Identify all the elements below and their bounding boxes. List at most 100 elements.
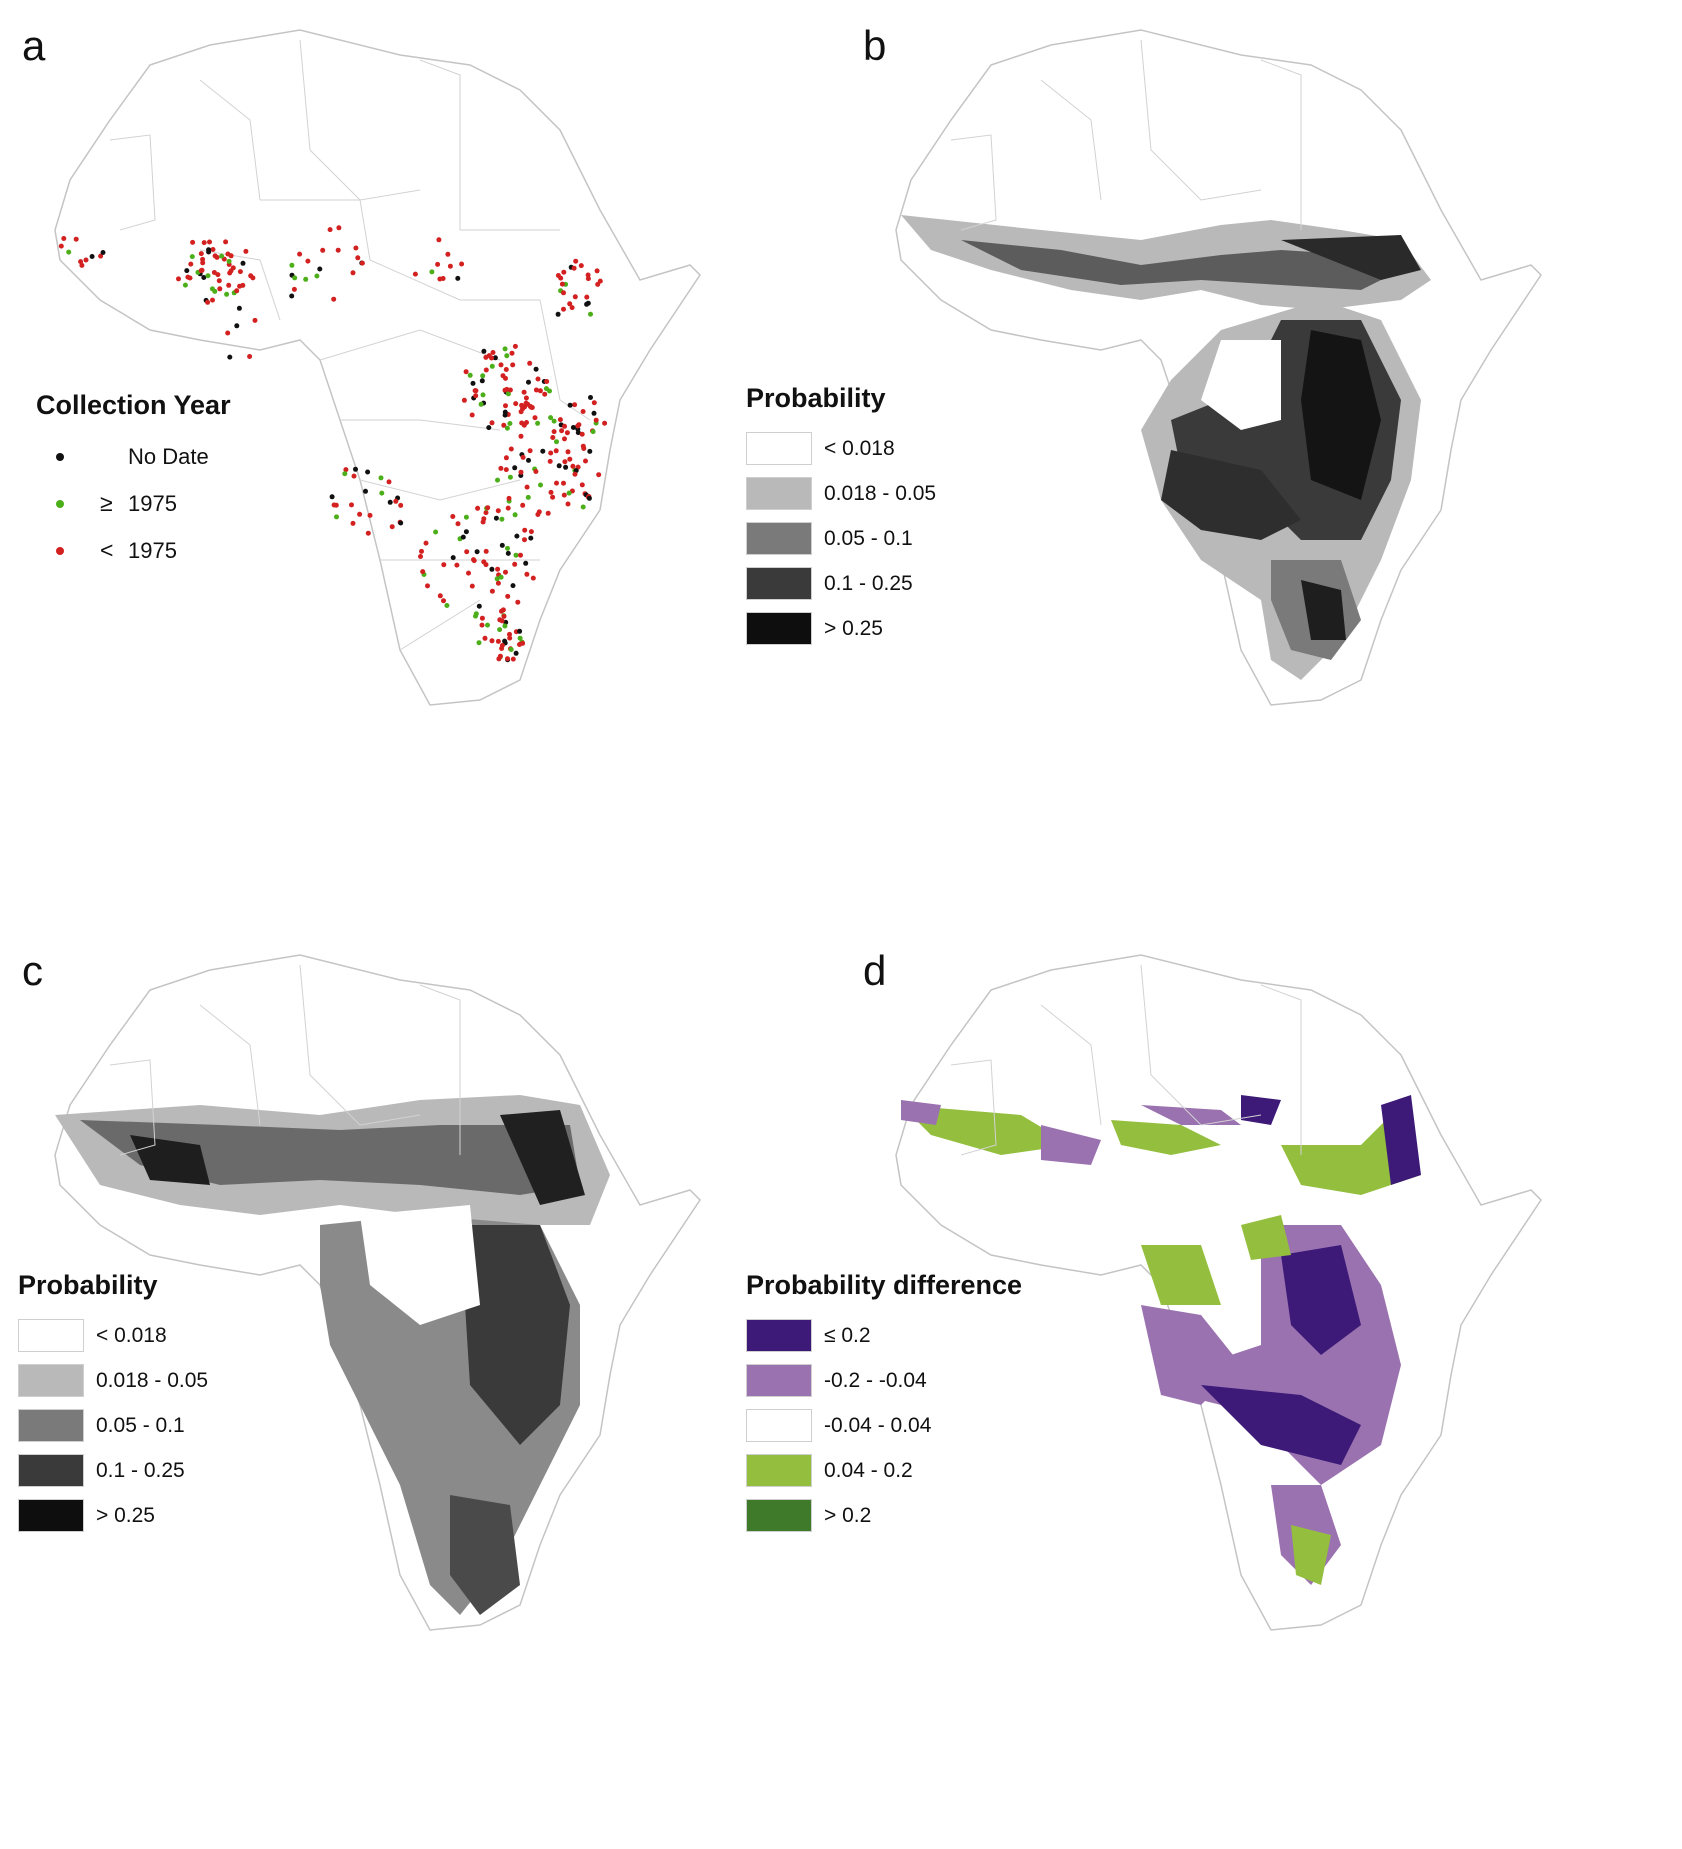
collection-point [585, 272, 591, 278]
collection-point [513, 650, 519, 656]
collection-point [200, 260, 206, 266]
collection-point [455, 275, 461, 281]
collection-point [353, 466, 358, 472]
collection-point [485, 622, 490, 628]
legend-swatch [746, 432, 812, 465]
collection-point [314, 273, 320, 279]
collection-point [596, 472, 602, 478]
collection-point [520, 454, 526, 460]
collection-point [561, 492, 567, 498]
collection-point [522, 537, 527, 543]
legend-label: 0.05 - 0.1 [824, 526, 913, 550]
africa-map [895, 29, 1542, 706]
collection-point [575, 430, 581, 436]
legend-label: > 0.25 [824, 616, 883, 640]
collection-point [591, 410, 597, 416]
legend-swatch [746, 522, 812, 555]
collection-point [510, 583, 516, 589]
collection-point [482, 635, 488, 641]
collection-point [359, 260, 365, 266]
legend-label: 0.018 - 0.05 [824, 481, 937, 505]
red-dot-icon [56, 546, 64, 555]
collection-point [58, 243, 64, 249]
collection-point [73, 236, 79, 242]
collection-point [486, 425, 492, 431]
collection-point [201, 240, 207, 246]
collection-point [228, 253, 234, 259]
collection-point [240, 282, 246, 288]
collection-point [419, 548, 424, 554]
collection-point [550, 435, 556, 440]
collection-point [505, 545, 510, 551]
collection-point [561, 269, 567, 275]
legend: Collection Year No Date ≥ 1975 < 1975 [36, 390, 231, 574]
collection-point [591, 400, 597, 406]
collection-point [508, 446, 514, 452]
collection-point [495, 477, 500, 483]
collection-point [526, 379, 531, 385]
collection-point [474, 549, 480, 555]
collection-point [460, 534, 466, 540]
legend-title: Probability [746, 383, 886, 413]
collection-point [518, 552, 523, 558]
collection-point [387, 499, 393, 505]
collection-point [236, 305, 242, 311]
collection-point [386, 479, 392, 485]
collection-point [567, 402, 573, 408]
collection-point [499, 643, 505, 648]
collection-point [503, 455, 509, 461]
collection-point [524, 484, 530, 490]
collection-point [565, 501, 571, 507]
collection-point [329, 494, 335, 500]
collection-point [398, 520, 404, 526]
collection-point [512, 561, 518, 567]
collection-point [548, 415, 554, 421]
collection-point [327, 227, 333, 233]
collection-point [461, 397, 467, 403]
legend-symbol: ≥ [100, 490, 113, 516]
legend-item: < 0.018 [746, 426, 936, 471]
collection-point [209, 286, 215, 292]
collection-point [556, 463, 562, 469]
collection-point [489, 420, 495, 426]
legend-label: < 0.018 [824, 436, 895, 460]
collection-point [514, 533, 520, 539]
collection-point [473, 613, 478, 619]
collection-point [423, 540, 429, 546]
legend-item: 0.1 - 0.25 [18, 1448, 208, 1493]
collection-point [571, 265, 577, 271]
legend-title: Probability [18, 1270, 158, 1300]
collection-point [389, 524, 395, 530]
legend-swatch [746, 1409, 812, 1442]
collection-point [476, 640, 482, 646]
collection-point [349, 502, 354, 508]
collection-point [198, 268, 204, 274]
green-dot-icon [56, 499, 64, 508]
legend-label: > 0.25 [96, 1503, 155, 1527]
collection-point [305, 258, 311, 264]
legend-item: 0.1 - 0.25 [746, 561, 936, 606]
collection-point [520, 640, 526, 646]
collection-point [561, 480, 566, 486]
collection-point [565, 449, 571, 455]
collection-point [523, 395, 529, 401]
collection-point [517, 628, 523, 634]
collection-point [207, 239, 212, 245]
collection-point [479, 622, 485, 628]
collection-point [353, 245, 359, 251]
collection-point [512, 343, 518, 349]
collection-point [570, 463, 576, 469]
collection-point [100, 250, 106, 255]
collection-point [497, 627, 503, 633]
collection-point [537, 388, 543, 394]
legend-label: < 0.018 [96, 1323, 167, 1347]
panel-letter: d [863, 947, 887, 994]
collection-point [217, 286, 223, 292]
legend-swatch [746, 1364, 812, 1397]
collection-point [504, 353, 510, 359]
legend-item: -0.2 - -0.04 [746, 1358, 1022, 1403]
collection-point [575, 423, 581, 429]
collection-point [485, 505, 491, 511]
legend-item: 0.05 - 0.1 [18, 1403, 208, 1448]
legend: Probability difference ≤ 0.2 -0.2 - -0.0… [746, 1270, 1022, 1538]
